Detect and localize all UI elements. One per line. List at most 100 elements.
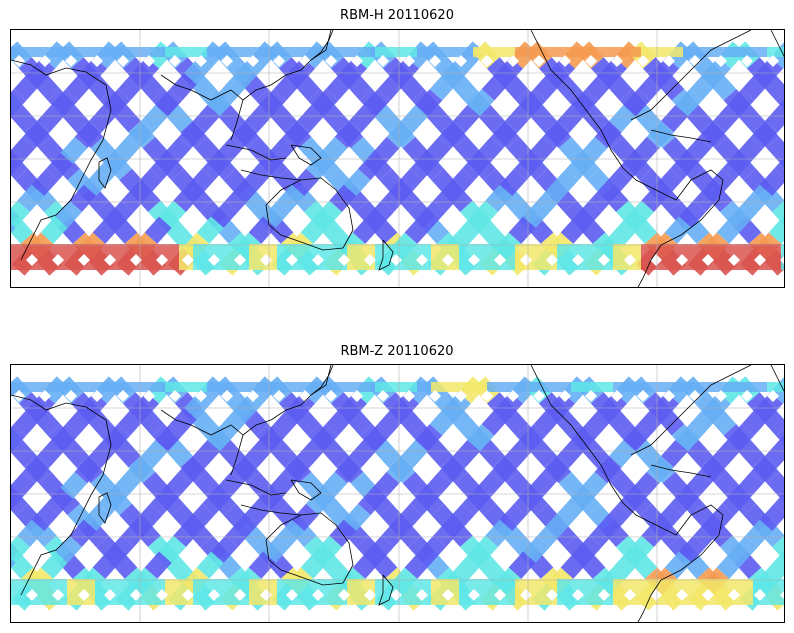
gap-mark bbox=[676, 254, 688, 266]
orbit-swath bbox=[343, 168, 371, 197]
south-band-cell bbox=[683, 579, 697, 605]
orbit-swath bbox=[675, 424, 703, 452]
orbit-swath bbox=[585, 73, 613, 101]
orbit-swath bbox=[513, 152, 541, 181]
orbit-swath bbox=[707, 503, 735, 532]
orbit-swath bbox=[467, 424, 495, 452]
north-band-cell bbox=[347, 47, 361, 57]
orbit-swath bbox=[646, 120, 674, 149]
orbit-swath bbox=[727, 89, 755, 117]
north-band-cell bbox=[739, 47, 753, 57]
orbit-swath bbox=[144, 551, 172, 579]
north-band-cell bbox=[403, 47, 417, 57]
orbit-swath bbox=[402, 471, 430, 500]
north-band-cell bbox=[445, 47, 459, 57]
orbit-swath bbox=[239, 168, 267, 197]
gap-mark bbox=[637, 390, 649, 402]
orbit-swath bbox=[745, 184, 773, 212]
north-band-cell bbox=[585, 382, 599, 392]
gap-mark bbox=[156, 254, 168, 266]
gap-mark bbox=[182, 254, 194, 266]
north-band-cell bbox=[627, 382, 641, 392]
coastline bbox=[242, 365, 332, 436]
orbit-swath bbox=[565, 152, 593, 181]
orbit-swath bbox=[721, 487, 749, 516]
orbit-swath bbox=[467, 89, 495, 117]
orbit-swath bbox=[248, 216, 276, 244]
north-band-cell bbox=[235, 47, 249, 57]
gap-mark bbox=[442, 589, 454, 601]
south-band-cell bbox=[641, 244, 655, 270]
orbit-swath bbox=[22, 455, 50, 484]
orbit-swath bbox=[759, 503, 784, 532]
orbit-swath bbox=[404, 551, 432, 579]
orbit-swath bbox=[350, 136, 378, 165]
swath-map-bottom bbox=[11, 365, 784, 622]
gap-mark bbox=[312, 254, 324, 266]
orbit-swath bbox=[655, 503, 683, 532]
orbit-swath bbox=[38, 471, 66, 500]
south-band-cell bbox=[165, 579, 179, 605]
orbit-swath bbox=[11, 424, 27, 452]
gap-mark bbox=[559, 55, 571, 67]
orbit-swath bbox=[402, 136, 430, 165]
orbit-swath bbox=[424, 136, 452, 165]
orbit-swath bbox=[193, 440, 220, 468]
orbit-swath bbox=[225, 519, 253, 547]
orbit-swath bbox=[245, 105, 272, 133]
orbit-swath bbox=[759, 168, 784, 197]
orbit-swath bbox=[661, 105, 688, 133]
gap-mark bbox=[325, 390, 337, 402]
orbit-swath bbox=[429, 408, 457, 436]
gap-mark bbox=[416, 589, 428, 601]
gap-mark bbox=[26, 254, 38, 266]
gap-mark bbox=[299, 390, 311, 402]
orbit-swath bbox=[641, 184, 669, 212]
orbit-swath bbox=[352, 216, 380, 244]
gap-mark bbox=[598, 254, 610, 266]
gap-mark bbox=[351, 390, 363, 402]
orbit-swath bbox=[282, 120, 310, 149]
coastline bbox=[310, 30, 334, 61]
coastline bbox=[630, 365, 752, 456]
gap-mark bbox=[715, 55, 727, 67]
orbit-swath bbox=[45, 487, 73, 516]
orbit-swath bbox=[178, 120, 206, 149]
orbit-swath bbox=[675, 89, 703, 117]
orbit-swath bbox=[270, 105, 297, 133]
orbit-swath bbox=[551, 168, 579, 197]
orbit-swath bbox=[623, 89, 651, 117]
orbit-swath bbox=[612, 551, 640, 579]
orbit-swath bbox=[97, 487, 125, 516]
north-band-cell bbox=[781, 382, 784, 392]
gap-mark bbox=[559, 390, 571, 402]
orbit-swath bbox=[686, 105, 713, 133]
orbit-swath bbox=[166, 440, 193, 468]
gap-mark bbox=[637, 55, 649, 67]
orbit-swath bbox=[320, 471, 348, 500]
north-band-cell bbox=[459, 382, 473, 392]
orbit-swath bbox=[31, 168, 59, 197]
gap-mark bbox=[507, 55, 519, 67]
orbit-swath bbox=[528, 136, 556, 165]
coastline bbox=[265, 177, 354, 251]
orbit-swath bbox=[476, 136, 504, 165]
coastline bbox=[98, 157, 112, 189]
orbit-swath bbox=[698, 120, 726, 149]
orbit-swath bbox=[90, 136, 118, 165]
orbit-swath bbox=[438, 120, 466, 149]
orbit-swath bbox=[678, 200, 706, 228]
orbit-swath bbox=[89, 440, 116, 468]
orbit-swath bbox=[617, 487, 645, 516]
orbit-swath bbox=[741, 408, 769, 436]
south-band-cell bbox=[529, 244, 543, 270]
gap-mark bbox=[338, 254, 350, 266]
map-title-bottom: RBM-Z 20110620 bbox=[340, 344, 454, 359]
north-band-cell bbox=[725, 47, 739, 57]
orbit-swath bbox=[372, 471, 400, 500]
orbit-swath bbox=[610, 136, 638, 165]
orbit-swath bbox=[684, 471, 712, 500]
orbit-swath bbox=[112, 471, 140, 500]
north-band-cell bbox=[571, 382, 585, 392]
south-band-cell bbox=[739, 579, 753, 605]
